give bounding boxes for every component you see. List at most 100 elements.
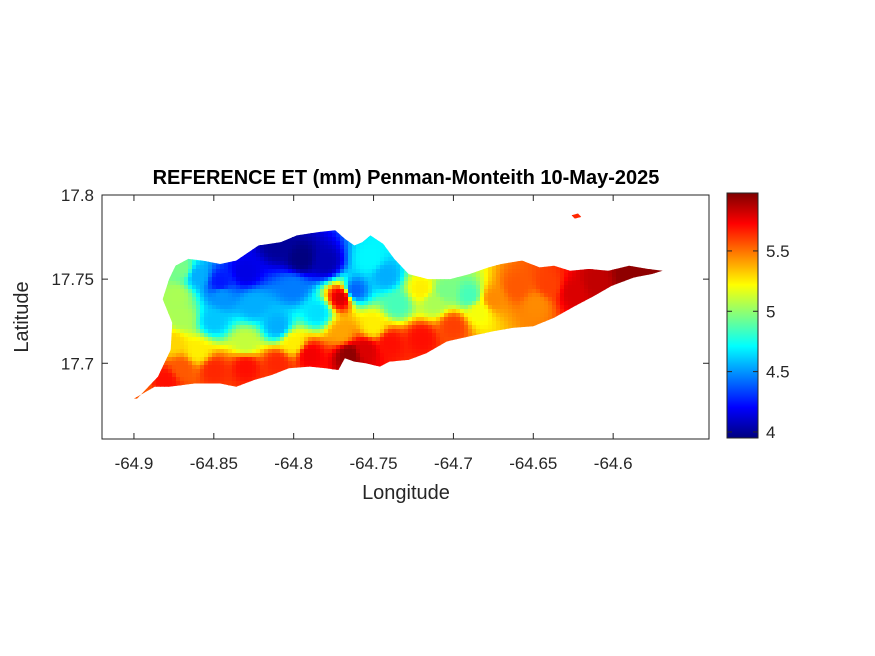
- heatmap-cell: [168, 301, 173, 306]
- heatmap-cell: [316, 281, 321, 286]
- heatmap-cell: [312, 281, 317, 286]
- heatmap-cell: [380, 361, 385, 366]
- heatmap-cell: [264, 317, 269, 322]
- heatmap-cell: [284, 257, 289, 262]
- heatmap-cell: [360, 257, 365, 262]
- heatmap-cell: [460, 325, 465, 330]
- heatmap-cell: [276, 337, 281, 342]
- heatmap-cell: [176, 273, 181, 278]
- heatmap-cell: [220, 281, 225, 286]
- heatmap-cell: [304, 253, 309, 258]
- heatmap-cell: [228, 301, 233, 306]
- heatmap-cell: [360, 265, 365, 270]
- heatmap-cell: [272, 281, 277, 286]
- heatmap-cell: [248, 353, 253, 358]
- heatmap-cell: [488, 305, 493, 310]
- heatmap-cell: [264, 269, 269, 274]
- heatmap-cell: [200, 381, 205, 386]
- heatmap-cell: [476, 281, 481, 286]
- heatmap-cell: [428, 309, 433, 314]
- heatmap-cell: [320, 321, 325, 326]
- heatmap-cell: [232, 297, 237, 302]
- heatmap-cell: [356, 289, 361, 294]
- heatmap-cell: [420, 309, 425, 314]
- heatmap-cell: [348, 357, 353, 362]
- heatmap-cell: [204, 381, 209, 386]
- heatmap-cell: [372, 277, 377, 282]
- heatmap-cell: [416, 341, 421, 346]
- heatmap-cell: [276, 305, 281, 310]
- heatmap-cell: [400, 333, 405, 338]
- heatmap-cell: [380, 249, 385, 254]
- heatmap-cell: [308, 357, 313, 362]
- heatmap-cell: [364, 313, 369, 318]
- heatmap-cell: [228, 289, 233, 294]
- heatmap-cell: [180, 313, 185, 318]
- heatmap-cell: [284, 285, 289, 290]
- heatmap-cell: [224, 353, 229, 358]
- heatmap-cell: [200, 349, 205, 354]
- heatmap-cell: [432, 301, 437, 306]
- heatmap-cell: [164, 377, 169, 382]
- heatmap-cell: [272, 277, 277, 282]
- heatmap-cell: [368, 237, 373, 242]
- heatmap-cell: [292, 285, 297, 290]
- heatmap-cell: [396, 313, 401, 318]
- heatmap-cell: [500, 317, 505, 322]
- heatmap-cell: [192, 313, 197, 318]
- heatmap-cell: [380, 301, 385, 306]
- heatmap-cell: [356, 245, 361, 250]
- heatmap-cell: [452, 297, 457, 302]
- heatmap-cell: [324, 341, 329, 346]
- heatmap-cell: [352, 357, 357, 362]
- heatmap-cell: [320, 237, 325, 242]
- heatmap-cell: [228, 293, 233, 298]
- heatmap-cell: [264, 257, 269, 262]
- heatmap-cell: [288, 309, 293, 314]
- heatmap-cell: [396, 269, 401, 274]
- heatmap-cell: [212, 353, 217, 358]
- heatmap-cell: [496, 289, 501, 294]
- heatmap-cell: [188, 377, 193, 382]
- heatmap-cell: [368, 309, 373, 314]
- heatmap-cell: [228, 277, 233, 282]
- heatmap-cell: [184, 309, 189, 314]
- heatmap-cell: [460, 329, 465, 334]
- heatmap-cell: [184, 313, 189, 318]
- heatmap-cell: [484, 313, 489, 318]
- heatmap-cell: [408, 289, 413, 294]
- heatmap-cell: [416, 313, 421, 318]
- heatmap-cell: [372, 297, 377, 302]
- heatmap-cell: [180, 325, 185, 330]
- heatmap-cell: [476, 293, 481, 298]
- heatmap-cell: [484, 273, 489, 278]
- heatmap-cell: [264, 325, 269, 330]
- heatmap-cell: [352, 273, 357, 278]
- heatmap-cell: [448, 321, 453, 326]
- heatmap-cell: [368, 253, 373, 258]
- heatmap-cell: [384, 321, 389, 326]
- heatmap-cell: [232, 377, 237, 382]
- heatmap-cell: [360, 241, 365, 246]
- heatmap-cell: [224, 273, 229, 278]
- heatmap-cell: [212, 285, 217, 290]
- heatmap-cell: [504, 309, 509, 314]
- heatmap-cell: [272, 241, 277, 246]
- heatmap-cell: [288, 329, 293, 334]
- heatmap-cell: [184, 321, 189, 326]
- heatmap-cell: [180, 281, 185, 286]
- heatmap-cell: [240, 269, 245, 274]
- heatmap-cell: [424, 293, 429, 298]
- heatmap-cell: [224, 285, 229, 290]
- heatmap-cell: [316, 261, 321, 266]
- heatmap-cell: [304, 321, 309, 326]
- heatmap-cell: [380, 261, 385, 266]
- heatmap-cell: [392, 349, 397, 354]
- heatmap-cell: [332, 313, 337, 318]
- heatmap-cell: [308, 289, 313, 294]
- heatmap-cell: [460, 277, 465, 282]
- heatmap-cell: [180, 341, 185, 346]
- heatmap-cell: [292, 245, 297, 250]
- heatmap-cell: [296, 237, 301, 242]
- heatmap-cell: [296, 353, 301, 358]
